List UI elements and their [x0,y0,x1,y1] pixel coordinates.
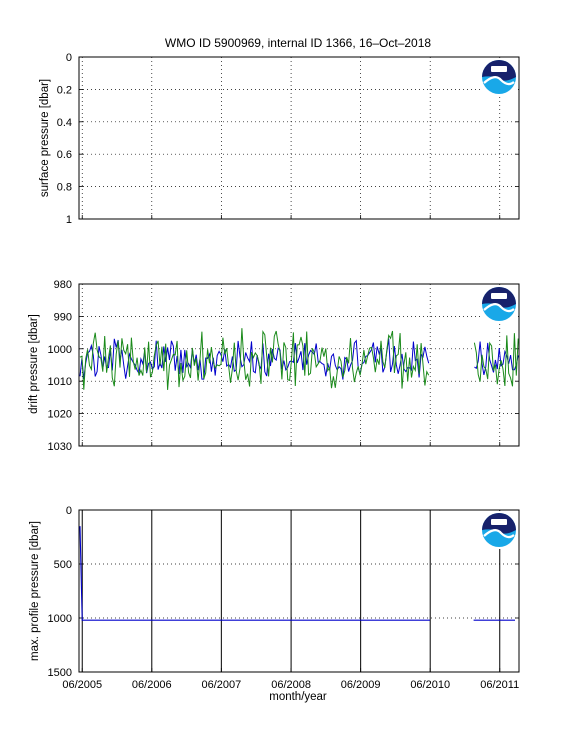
y-tick-label: 1010 [48,376,72,388]
y-tick-label: 1000 [48,613,72,625]
figure-title: WMO ID 5900969, internal ID 1366, 16–Oct… [165,36,431,50]
surface-pressure-ylabel: surface pressure [dbar] [39,79,51,197]
y-tick-label: 0.4 [57,117,72,129]
max-pressure-line [79,526,430,621]
noaa-logo-icon [480,58,518,96]
drift-series-line-green [473,333,519,387]
drift-pressure-ylabel: drift pressure [dbar] [28,314,40,414]
noaa-logo-icon [480,511,518,549]
x-tick-label: 06/2006 [132,679,172,691]
drift-series-line-green [79,328,430,390]
y-tick-label: 980 [54,279,72,291]
x-axis-label: month/year [269,691,327,703]
plot-area [78,56,520,220]
noaa-logo-text-plate [491,66,507,72]
x-tick-label: 06/2009 [341,679,381,691]
noaa-logo-wave [483,529,515,539]
surface-pressure-panel: 0 0.2 0.4 0.6 0.8 1 [57,52,520,226]
x-tick-label: 06/2010 [410,679,450,691]
y-tick-label: 1000 [48,344,72,356]
max-profile-pressure-panel: 0 500 1000 1500 [48,505,520,679]
plot-area [78,509,520,673]
plot-area [78,283,520,447]
y-tick-label: 1030 [48,441,72,453]
max-profile-pressure-ylabel: max. profile pressure [dbar] [29,521,41,661]
x-tick-label: 06/2011 [480,679,519,691]
x-tick-label: 06/2005 [62,679,102,691]
y-tick-label: 1020 [48,409,72,421]
y-tick-label: 0 [66,505,72,517]
noaa-logo-wave [483,76,515,86]
x-tick-label: 06/2007 [201,679,241,691]
y-tick-label: 1500 [48,667,72,679]
drift-pressure-panel: 980 990 1000 1010 1020 1030 [48,279,520,453]
y-tick-label: 500 [54,559,72,571]
x-tick-label: 06/2008 [271,679,311,691]
y-tick-label: 0.2 [57,84,72,96]
noaa-logo-icon [480,285,518,323]
noaa-logo-text-plate [491,519,507,525]
y-tick-label: 1 [66,214,72,226]
drift-series-line-blue [79,338,430,380]
y-tick-label: 990 [54,311,72,323]
y-tick-label: 0 [66,52,72,64]
noaa-logo-text-plate [491,293,507,299]
y-tick-label: 0.8 [57,182,72,194]
noaa-logo-wave [483,303,515,313]
y-tick-label: 0.6 [57,149,72,161]
